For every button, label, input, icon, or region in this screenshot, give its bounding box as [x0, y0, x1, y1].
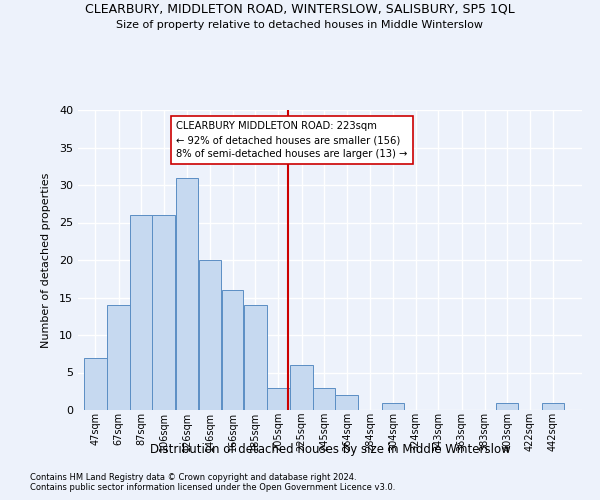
Bar — [290, 365, 313, 410]
Text: Distribution of detached houses by size in Middle Winterslow: Distribution of detached houses by size … — [149, 442, 511, 456]
Bar — [176, 178, 198, 410]
Bar — [84, 358, 107, 410]
Bar — [335, 395, 358, 410]
Bar — [267, 388, 290, 410]
Text: Contains HM Land Registry data © Crown copyright and database right 2024.: Contains HM Land Registry data © Crown c… — [30, 472, 356, 482]
Text: CLEARBURY, MIDDLETON ROAD, WINTERSLOW, SALISBURY, SP5 1QL: CLEARBURY, MIDDLETON ROAD, WINTERSLOW, S… — [85, 2, 515, 16]
Bar — [152, 215, 175, 410]
Bar — [496, 402, 518, 410]
Bar — [244, 305, 266, 410]
Bar — [130, 215, 152, 410]
Bar — [199, 260, 221, 410]
Text: Contains public sector information licensed under the Open Government Licence v3: Contains public sector information licen… — [30, 484, 395, 492]
Bar — [542, 402, 565, 410]
Bar — [382, 402, 404, 410]
Bar — [313, 388, 335, 410]
Bar — [222, 290, 244, 410]
Y-axis label: Number of detached properties: Number of detached properties — [41, 172, 50, 348]
Text: CLEARBURY MIDDLETON ROAD: 223sqm
← 92% of detached houses are smaller (156)
8% o: CLEARBURY MIDDLETON ROAD: 223sqm ← 92% o… — [176, 121, 408, 159]
Bar — [107, 305, 130, 410]
Text: Size of property relative to detached houses in Middle Winterslow: Size of property relative to detached ho… — [116, 20, 484, 30]
